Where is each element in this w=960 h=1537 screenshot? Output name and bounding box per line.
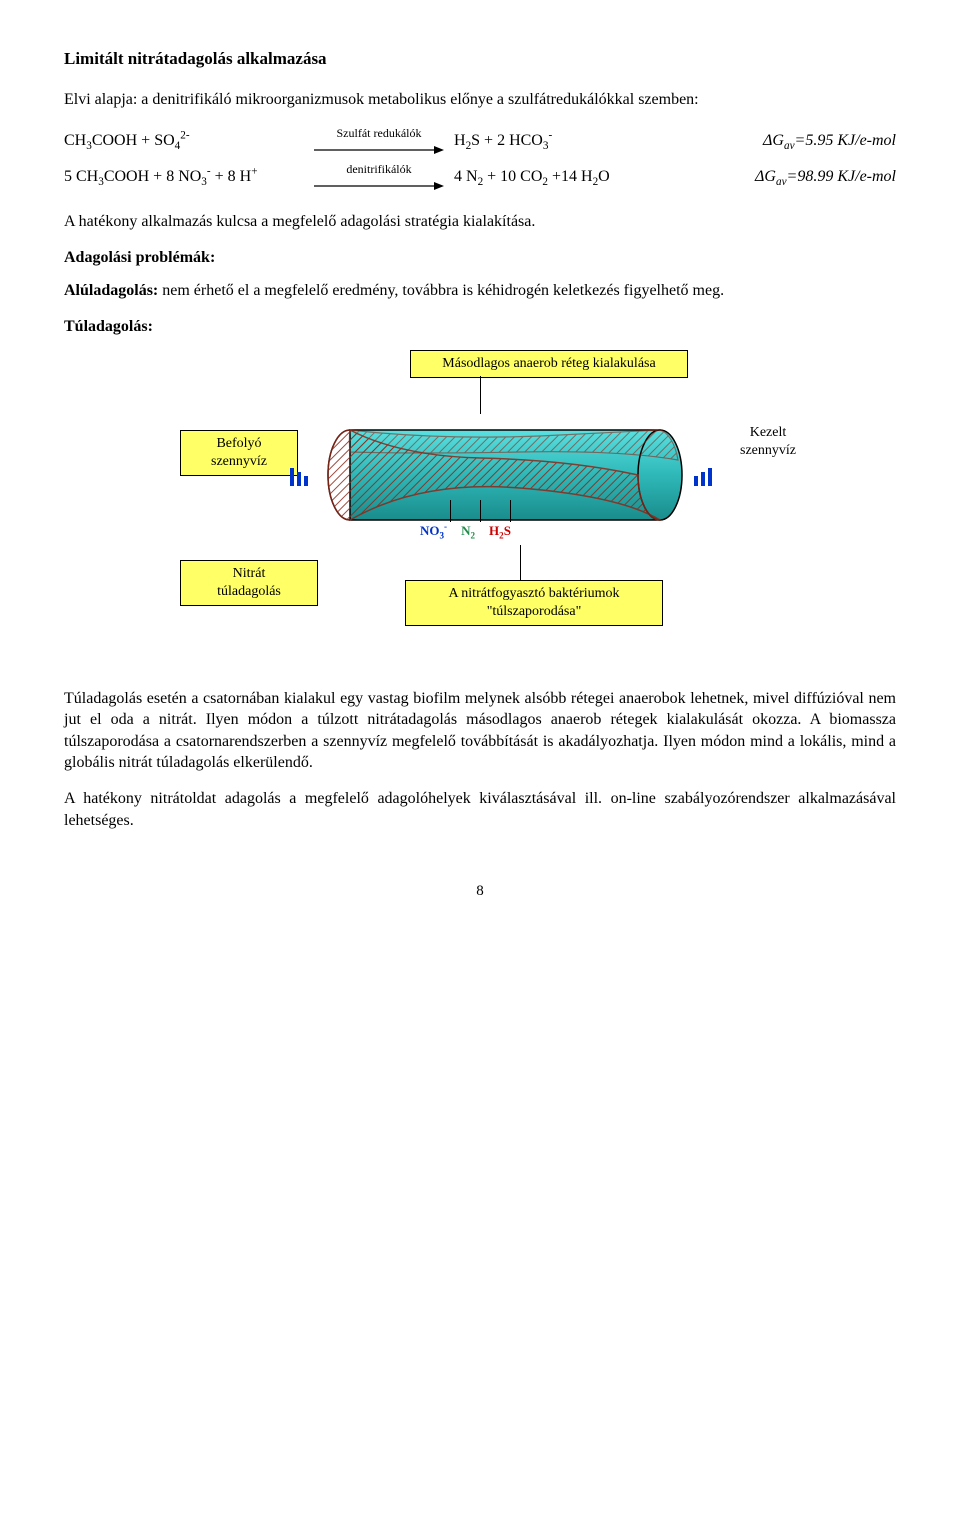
overfeed-explanation: Túladagolás esetén a csatornában kialaku… bbox=[64, 688, 896, 774]
lead-line bbox=[510, 500, 511, 522]
lead-line bbox=[450, 500, 451, 522]
diagram-top-box: Másodlagos anaerob réteg kialakulása bbox=[410, 350, 688, 378]
overfeed-label: Túladagolás: bbox=[64, 316, 896, 338]
eq2-right: 4 N2 + 10 CO2 +14 H2O bbox=[454, 166, 716, 188]
lead-line bbox=[480, 376, 481, 414]
diagram-left-box: Befolyószennyvíz bbox=[180, 430, 298, 476]
eq2-mid-label: denitrifikálók bbox=[304, 161, 454, 177]
underfeed-label: Alúladagolás: bbox=[64, 282, 158, 299]
eq2-left: 5 CH3COOH + 8 NO3- + 8 H+ bbox=[64, 166, 304, 188]
underfeed-paragraph: Alúladagolás: nem érhető el a megfelelő … bbox=[64, 280, 896, 302]
eq1-energy: ΔGav=5.95 KJ/e-mol bbox=[716, 130, 896, 152]
page-title: Limitált nitrátadagolás alkalmazása bbox=[64, 48, 896, 71]
page-number: 8 bbox=[64, 881, 896, 901]
inflow-bars-icon bbox=[290, 468, 308, 486]
diagram-bottom-left-box: Nitráttúladagolás bbox=[180, 560, 318, 606]
after-eq-paragraph: A hatékony alkalmazás kulcsa a megfelelő… bbox=[64, 211, 896, 233]
label-no3: NO3- bbox=[420, 522, 447, 540]
arrow-icon bbox=[314, 181, 444, 191]
closing-paragraph: A hatékony nitrátoldat adagolás a megfel… bbox=[64, 788, 896, 831]
eq1-left: CH3COOH + SO42- bbox=[64, 130, 304, 152]
label-n2: N2 bbox=[461, 522, 475, 540]
chem-labels: NO3- N2 H2S bbox=[420, 522, 511, 540]
underfeed-text: nem érhető el a megfelelő eredmény, tová… bbox=[158, 282, 724, 299]
equation-block: CH3COOH + SO42- Szulfát redukálók H2S + … bbox=[64, 125, 896, 194]
diagram-right-box: Kezeltszennyvíz bbox=[710, 420, 826, 464]
eq2-energy: ΔGav=98.99 KJ/e-mol bbox=[716, 166, 896, 188]
equation-row-2: 5 CH3COOH + 8 NO3- + 8 H+ denitrifikálók… bbox=[64, 161, 896, 193]
equation-row-1: CH3COOH + SO42- Szulfát redukálók H2S + … bbox=[64, 125, 896, 157]
eq1-mid: Szulfát redukálók bbox=[304, 125, 454, 157]
overfeed-diagram: Másodlagos anaerob réteg kialakulása Bef… bbox=[64, 350, 896, 670]
diagram-bottom-center-box: A nitrátfogyasztó baktériumok "túlszapor… bbox=[405, 580, 663, 626]
eq1-right: H2S + 2 HCO3- bbox=[454, 130, 716, 152]
outflow-bars-icon bbox=[694, 468, 712, 486]
lead-line bbox=[480, 500, 481, 522]
problems-heading: Adagolási problémák: bbox=[64, 247, 896, 269]
intro-paragraph: Elvi alapja: a denitrifikáló mikroorgani… bbox=[64, 89, 896, 111]
eq1-mid-label: Szulfát redukálók bbox=[304, 125, 454, 141]
label-h2s: H2S bbox=[489, 522, 511, 540]
lead-line bbox=[520, 545, 521, 580]
arrow-icon bbox=[314, 145, 444, 155]
eq2-mid: denitrifikálók bbox=[304, 161, 454, 193]
